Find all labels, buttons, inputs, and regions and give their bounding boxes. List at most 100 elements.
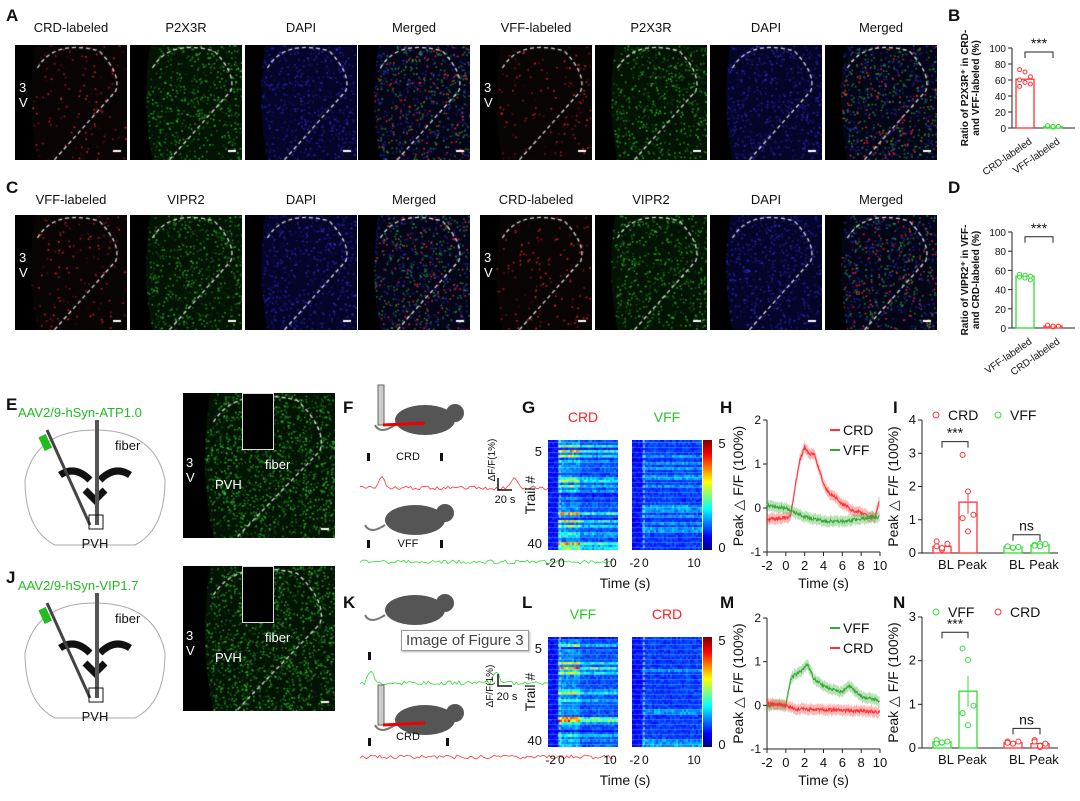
x-tick-label: 2 [801,558,808,573]
data-point [970,511,977,518]
colorbar [703,440,712,550]
x-tick-label: 0 [782,755,789,770]
x-tick-label: 10 [873,558,887,573]
y-tick-label: 2 [909,479,916,494]
x-tick-label: 4 [820,755,827,770]
pvh-label: PVH [82,536,109,551]
fiber-track [242,393,274,450]
ventricle-label: 3 V [19,250,28,280]
significance-label: *** [947,425,964,441]
stimulus-marker [367,540,370,548]
stimulus-marker [440,453,443,461]
y-tick-label: 20 [995,305,1007,316]
significance-bracket [941,631,969,639]
micrograph-vff-labeled [15,215,127,330]
image-tooltip: Image of Figure 3 [401,630,529,651]
photo-pvh-label: PVH [215,650,242,665]
data-point [965,722,971,729]
data-point [944,540,951,547]
data-point [1050,123,1056,129]
data-point [1027,277,1033,283]
crd-trace [359,754,614,760]
micrograph-merged [825,215,937,330]
data-point [1017,67,1023,73]
scale-bar-y-label: ΔF/F(1%) [487,439,498,482]
brain-schematic: fiber PVH [24,420,166,551]
data-point [1015,544,1022,551]
data-point [1022,69,1028,75]
micrograph-dapi [710,215,822,330]
x-tick-label: Peak [1029,752,1059,767]
scale-bar-x-label: 20 s [497,691,518,703]
data-point [959,710,966,717]
y-tick-label: 40 [995,92,1007,103]
y-tick-label: 20 [995,108,1007,119]
image-label: DAPI [750,192,782,207]
data-point [1045,123,1051,129]
y-tick-label: -1 [750,742,761,756]
data-point [1010,740,1016,747]
data-point [933,740,940,747]
panel-label-k: K [343,593,356,612]
bar [1015,275,1035,329]
panel-label-b: B [948,6,961,25]
image-label: DAPI [750,20,782,35]
y-axis-title: Ratio of VIPR2⁺ in VFF- and CRD-labeled … [960,224,982,336]
legend-label: CRD [843,640,873,656]
series-line-vff [766,502,880,525]
significance-bracket [1024,51,1054,58]
micrograph-merged [358,45,470,160]
x-axis-title: Time (s) [600,575,651,591]
data-point [1015,738,1022,745]
scale-bar [497,674,512,687]
y-tick-label: 0 [754,501,761,515]
virus-label: AAV2/9-hSyn-ATP1.0 [18,405,142,420]
data-point [1017,83,1023,89]
colorbar-max: 5 [718,436,725,451]
x-tick-label: 0 [558,556,565,570]
significance-bracket [1024,236,1054,243]
vff-trace [359,559,614,565]
stimulus-marker [368,652,371,660]
y-tick-label: 1 [909,512,916,527]
panel-label-f: F [343,398,354,417]
legend-marker [932,608,940,616]
micrograph-vff-labeled [480,45,592,160]
data-point [1017,77,1023,83]
scale-bar-y-label: ΔF/F(1%) [485,665,496,708]
y-tick-label: 5 [535,444,542,459]
crd-label: CRD [396,451,420,463]
x-tick-label: 8 [858,558,865,573]
significance-label: ns [1019,518,1034,534]
micrograph-crd-labeled [15,45,127,160]
legend-label: VFF [843,620,869,636]
data-point [959,451,966,458]
image-label: CRD-labeled [33,20,109,35]
y-tick-label: 5 [535,641,542,656]
significance-label: *** [947,615,964,631]
x-tick-label: 10 [603,556,617,570]
image-label: Merged [858,192,904,207]
y-tick-label: 80 [995,60,1007,71]
y-axis-title: Peak △ F/F (100%) [885,622,901,742]
pvh-label: PVH [82,709,109,724]
y-axis-title: Trail # [522,476,538,515]
y-axis-title: Ratio of P2X3R⁺ in CRD- and VFF-labeled … [960,29,982,147]
scale-bar [497,478,512,491]
legend-label: CRD [843,422,873,438]
legend-marker [994,608,1002,616]
heatmap-vff [548,637,618,747]
x-tick-label: Peak [957,557,987,572]
y-tick-label: 0 [909,740,916,755]
data-point [939,545,945,552]
x-tick-label: Peak [1029,557,1059,572]
ventricle-label: 3 V [484,80,493,110]
mouse-vff-icon [364,594,454,625]
x-tick-label: 10 [687,556,701,570]
data-point [965,656,971,663]
heatmap-title: VFF [654,409,680,425]
significance-bracket [1012,727,1041,735]
